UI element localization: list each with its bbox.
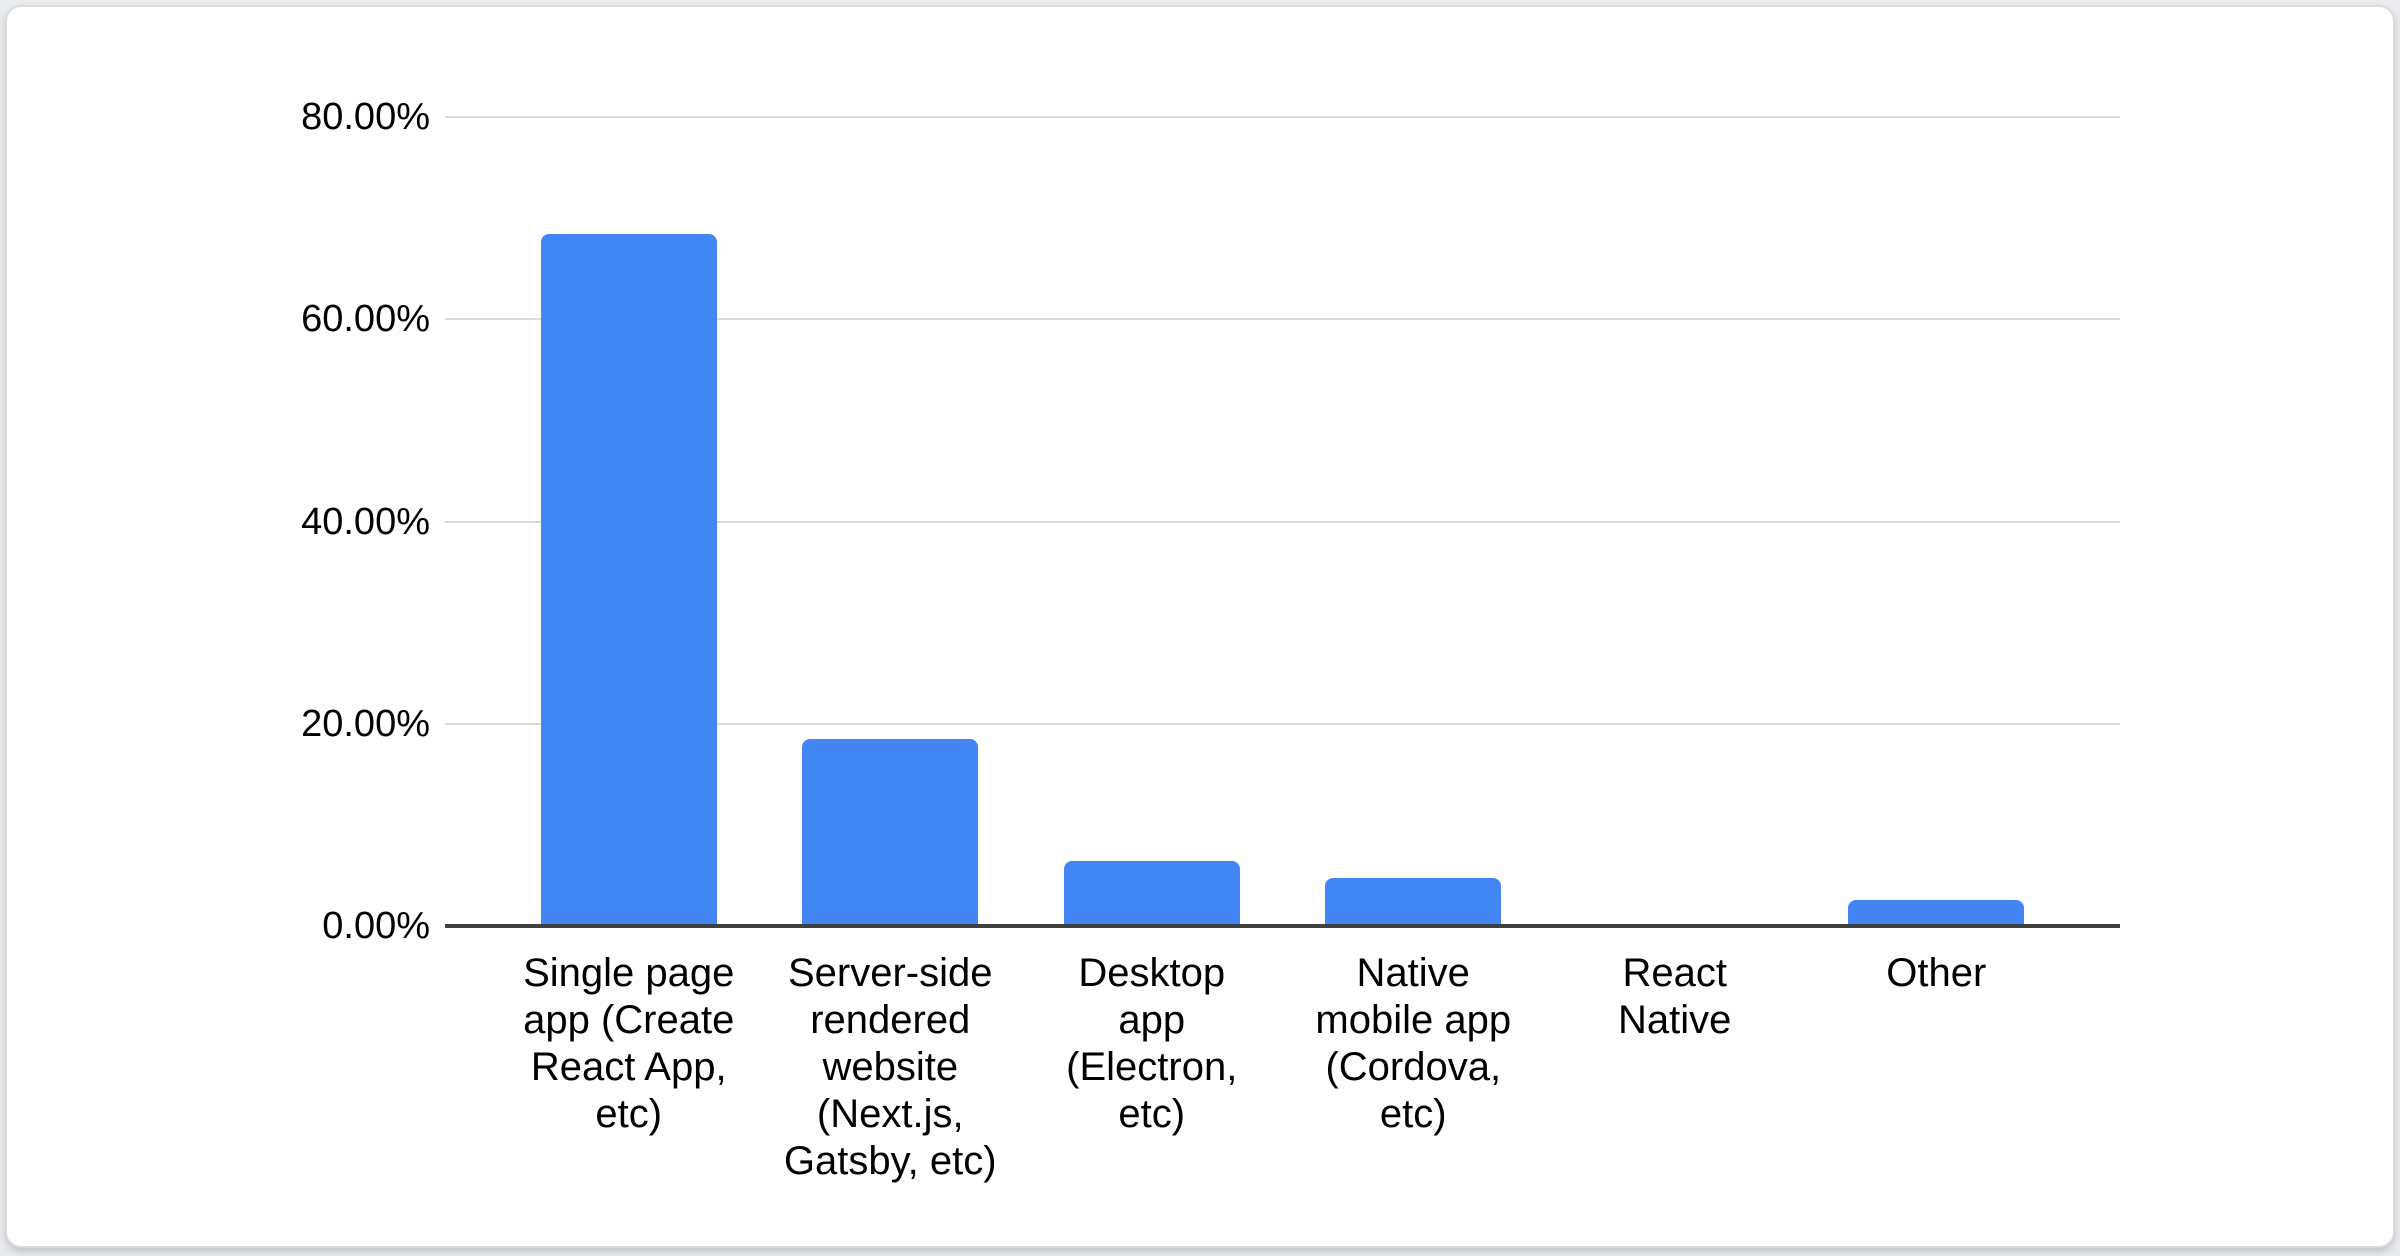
bar-4[interactable] xyxy=(1325,878,1502,928)
x-axis-label-line: app (Create xyxy=(523,998,735,1042)
gridline-20pct xyxy=(445,722,2120,725)
x-axis-label-line: Server-side xyxy=(787,951,993,995)
x-axis-label-line: (Next.js, xyxy=(816,1092,964,1136)
x-axis-label-line: (Cordova, xyxy=(1325,1045,1502,1089)
x-axis-label-line: Desktop xyxy=(1078,951,1226,995)
x-axis-label: Other xyxy=(1806,950,2068,997)
x-axis-label-line: React xyxy=(1622,951,1728,995)
x-axis-label: React Native xyxy=(1544,950,1806,1044)
x-axis-label-line: etc) xyxy=(1379,1092,1447,1136)
x-axis-label: Single page app (Create React App, etc) xyxy=(498,950,760,1138)
bar-chart: 80.00% 60.00% 40.00% 20.00% 0.00% Single page… xyxy=(7,7,2393,1246)
gridline-60pct xyxy=(445,318,2120,321)
bar-1[interactable] xyxy=(540,234,717,928)
x-axis-label-line: etc) xyxy=(1118,1092,1186,1136)
y-axis-tick-label: 60.00% xyxy=(301,298,430,341)
x-axis-label-line: Single page xyxy=(523,951,735,995)
x-axis-label-line: React App, xyxy=(530,1045,727,1089)
x-axis-label-line: Gatsby, etc) xyxy=(783,1139,997,1183)
x-axis-label: Desktop app (Electron, etc) xyxy=(1021,950,1283,1138)
x-axis-label-line: Native xyxy=(1618,998,1732,1042)
y-axis-tick-label: 80.00% xyxy=(301,96,430,138)
x-axis-label-line: website xyxy=(822,1045,959,1089)
x-axis-label-line: rendered xyxy=(810,998,971,1042)
bar-3[interactable] xyxy=(1063,861,1240,928)
x-axis-label-line: mobile app xyxy=(1315,998,1512,1042)
chart-card: 80.00% 60.00% 40.00% 20.00% 0.00% Single page… xyxy=(5,5,2395,1248)
y-axis-tick-label: 20.00% xyxy=(301,702,430,745)
y-axis-tick-label: 40.00% xyxy=(301,500,430,543)
gridline-80pct xyxy=(445,116,2120,118)
x-axis-label-line: Other xyxy=(1886,951,1987,995)
x-axis-label: Native mobile app (Cordova, etc) xyxy=(1283,950,1545,1138)
x-axis-label-line: etc) xyxy=(595,1092,663,1136)
x-axis-label-line: (Electron, xyxy=(1066,1045,1238,1089)
x-axis-label-line: app xyxy=(1118,998,1186,1042)
gridline-40pct xyxy=(445,520,2120,523)
bar-6[interactable] xyxy=(1848,899,2025,928)
x-axis-label-line: Native xyxy=(1356,951,1470,995)
x-axis-label: Server-side rendered website (Next.js, Gatsb… xyxy=(760,950,1022,1185)
bar-2[interactable] xyxy=(802,738,979,928)
x-axis-baseline xyxy=(445,924,2120,928)
y-axis-tick-label: 0.00% xyxy=(322,905,430,947)
